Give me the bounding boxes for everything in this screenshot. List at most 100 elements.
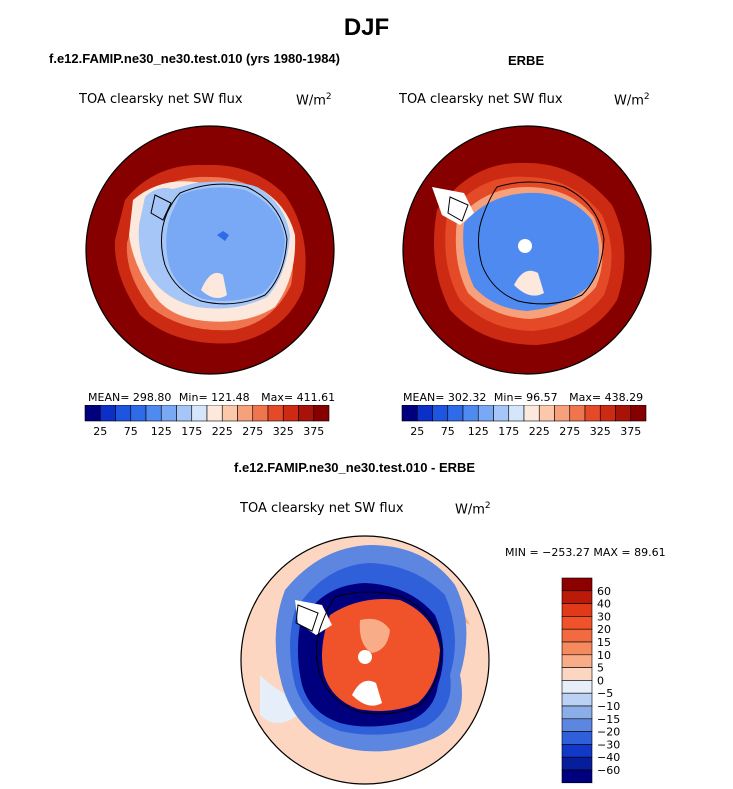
diff-colorbar-tick: −20 [597,726,620,739]
diff-colorbar-tick: −15 [597,713,620,726]
obs-units-exp: 2 [643,92,650,102]
diff-colorbar-box [561,628,593,643]
model-min-label: Min= [178,391,208,404]
obs-colorbar-tick: 175 [498,425,519,438]
diff-units-exp: 2 [484,501,491,511]
obs-colorbar-box [462,405,479,422]
obs-colorbar-box [493,405,510,422]
obs-panel-title: ERBE [508,53,545,68]
diff-colorbar-tick: −5 [597,687,613,700]
obs-colorbar: 25 75 125 175 225 275 325 375 [401,405,647,438]
model-colorbar-tick: 375 [303,425,324,438]
model-min-spot [217,231,229,241]
diff-minmax: MIN = −253.27 MAX = 89.61 [505,546,666,559]
diff-colorbar-tick: 5 [597,662,604,675]
model-min-value: 121.48 [211,391,250,404]
model-colorbar-box [84,405,101,422]
diff-colorbar-box [561,718,593,732]
model-colorbar-box [99,405,116,422]
model-mean-label: MEAN= [88,391,130,404]
diff-colorbar-box [561,654,593,668]
diff-colorbar-box [561,641,593,656]
diff-colorbar-tick: −60 [597,764,620,777]
model-colorbar-box [313,405,330,422]
model-units-exp: 2 [325,92,332,102]
model-colorbar-tick: 325 [273,425,294,438]
diff-colorbar-tick: 30 [597,610,611,623]
obs-colorbar-box [569,405,586,422]
model-colorbar-box [145,405,162,422]
obs-polar-hole [518,239,532,253]
obs-max-label: Max= [569,391,602,404]
diff-map-border [240,535,490,785]
model-coastline [161,183,288,305]
obs-colorbar-box [416,405,433,422]
diff-colorbar-box [561,756,593,771]
diff-colorbar-box [561,603,593,617]
diff-colorbar-tick: 40 [597,598,611,611]
obs-colorbar-box [477,405,494,422]
obs-colorbar-tick: 275 [559,425,580,438]
obs-mean-value: 302.32 [447,391,487,404]
figure-title: DJF [343,14,390,41]
diff-peninsula-coast [295,604,319,632]
model-colorbar-box [115,405,132,422]
obs-stats: MEAN= 302.32 Min= 96.57 Max= 438.29 [403,391,643,404]
obs-map-border [402,125,652,375]
model-colorbar-tick: 225 [212,425,233,438]
diff-coastline [316,591,443,715]
diff-variable-label: TOA clearsky net SW flux [240,501,404,516]
diff-interior-patch [359,618,390,653]
obs-min-value: 96.57 [526,391,558,404]
obs-colorbar-box [523,405,540,422]
model-colorbar-box [237,405,254,422]
model-colorbar: 25 75 125 175 225 275 325 375 [84,405,330,438]
diff-colorbar-tick: 10 [597,649,611,662]
model-colorbar-tick: 25 [93,425,107,438]
diff-colorbar-tick: 20 [597,623,611,636]
obs-colorbar-box [432,405,449,422]
model-colorbar-box [221,405,238,422]
obs-colorbar-box [599,405,616,422]
obs-units-base: W/m [614,93,644,109]
diff-ice-sheet [322,599,440,711]
obs-mean-label: MEAN= [403,391,445,404]
obs-variable-label: TOA clearsky net SW flux [399,92,563,107]
obs-colorbar-box [554,405,571,422]
model-colorbar-box [206,405,223,422]
obs-colorbar-box [508,405,525,422]
diff-colorbar-tick: −30 [597,738,620,751]
diff-colorbar-box [561,616,593,630]
model-colorbar-tick: 275 [242,425,263,438]
diff-colorbar-box [561,731,593,745]
obs-colorbar-box [447,405,464,422]
obs-colorbar-tick: 325 [590,425,611,438]
obs-colorbar-box [584,405,601,422]
obs-missing-peninsula [432,187,474,225]
obs-colorbar-box [538,405,555,422]
model-colorbar-box [282,405,299,422]
model-colorbar-box [191,405,208,422]
obs-colorbar-tick: 125 [468,425,489,438]
diff-colorbar-tick: 15 [597,636,611,649]
obs-colorbar-tick: 375 [620,425,641,438]
diff-polar-hole [358,650,372,664]
model-peninsula-coast [150,194,172,221]
obs-colorbar-box [630,405,647,422]
diff-colorbar-box [561,769,593,784]
diff-ross-shelf [352,680,382,706]
model-max-value: 411.61 [296,391,336,404]
obs-min-label: Min= [493,391,523,404]
model-stats: MEAN= 298.80 Min= 121.48 Max= 411.61 [88,391,335,404]
model-units-base: W/m [296,93,326,109]
diff-units-base: W/m [455,502,485,518]
diff-colorbar-tick: −10 [597,700,620,713]
obs-coastline [478,181,605,305]
obs-units-label: W/m2 [614,92,650,108]
obs-colorbar-box [401,405,418,422]
model-colorbar-box [252,405,269,422]
obs-max-value: 438.29 [604,391,644,404]
diff-colorbar-tick: 0 [597,674,604,687]
model-ross-shelf [201,272,227,299]
